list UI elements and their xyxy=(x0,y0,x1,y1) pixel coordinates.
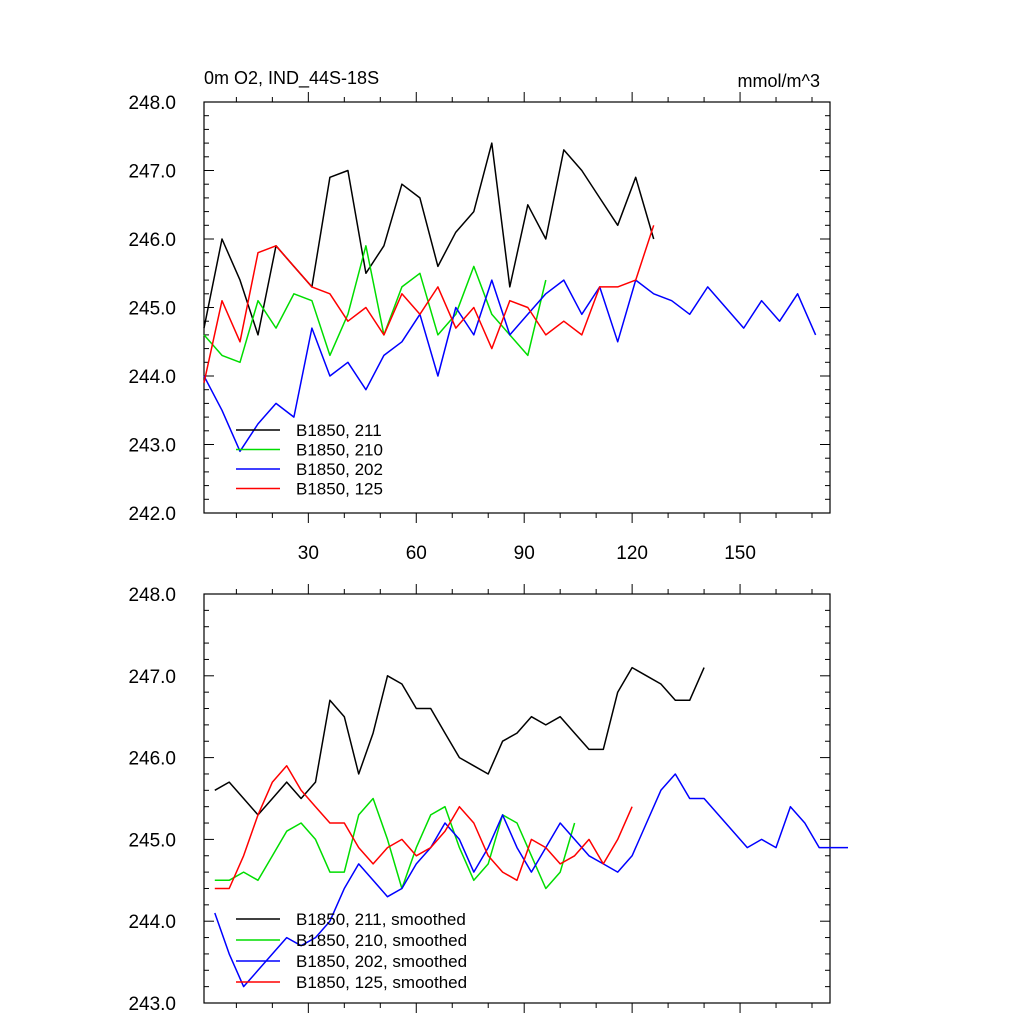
top-ytick-label: 244.0 xyxy=(128,367,176,388)
top-ytick-label: 243.0 xyxy=(128,436,176,457)
top-xtick-label: 120 xyxy=(616,543,648,564)
bottom-ytick-label: 247.0 xyxy=(128,667,176,688)
bottom-legend-label-3: B1850, 202, smoothed xyxy=(296,952,467,971)
bottom-ytick-label: 243.0 xyxy=(128,994,176,1015)
bottom-legend-label-1: B1850, 211, smoothed xyxy=(296,910,466,929)
bottom-ytick-label: 248.0 xyxy=(128,585,176,606)
top-series-line-3 xyxy=(203,279,817,453)
top-ytick-label: 245.0 xyxy=(128,299,176,320)
top-series-line-4 xyxy=(203,225,655,383)
top-legend-label-3: B1850, 202 xyxy=(296,460,383,479)
top-panel-units: mmol/m^3 xyxy=(738,71,820,91)
bottom-ytick-label: 244.0 xyxy=(128,912,176,933)
top-ytick-label: 246.0 xyxy=(128,230,176,251)
bottom-legend-label-4: B1850, 125, smoothed xyxy=(296,973,467,992)
bottom-series-line-2 xyxy=(214,797,576,890)
top-ytick-label: 247.0 xyxy=(128,162,176,183)
top-xtick-label: 90 xyxy=(514,543,535,564)
bottom-ytick-label: 245.0 xyxy=(128,830,176,851)
top-panel: 0m O2, IND_44S-18S mmol/m^3 242.0 243.0 24… xyxy=(128,68,831,564)
bottom-legend-label-2: B1850, 210, smoothed xyxy=(296,931,467,950)
top-legend-label-1: B1850, 211 xyxy=(296,421,382,440)
top-ytick-label: 242.0 xyxy=(128,504,176,525)
top-xtick-label: 150 xyxy=(724,543,756,564)
bottom-series-line-3 xyxy=(214,773,848,988)
top-ytick-label: 248.0 xyxy=(128,93,176,114)
bottom-series-line-1 xyxy=(214,666,705,816)
top-xtick-label: 60 xyxy=(406,543,427,564)
top-legend-label-4: B1850, 125 xyxy=(296,480,383,499)
bottom-panel: 243.0 244.0 245.0 246.0 247.0 248.0 B1850, 211… xyxy=(128,584,848,1015)
top-xtick-label: 30 xyxy=(298,543,319,564)
top-legend-label-2: B1850, 210 xyxy=(296,441,383,460)
bottom-series-line-4 xyxy=(214,765,633,890)
top-panel-title: 0m O2, IND_44S-18S xyxy=(204,68,379,89)
top-series-line-2 xyxy=(203,245,547,364)
bottom-ytick-label: 246.0 xyxy=(128,749,176,770)
bottom-plot-frame xyxy=(203,593,831,1004)
